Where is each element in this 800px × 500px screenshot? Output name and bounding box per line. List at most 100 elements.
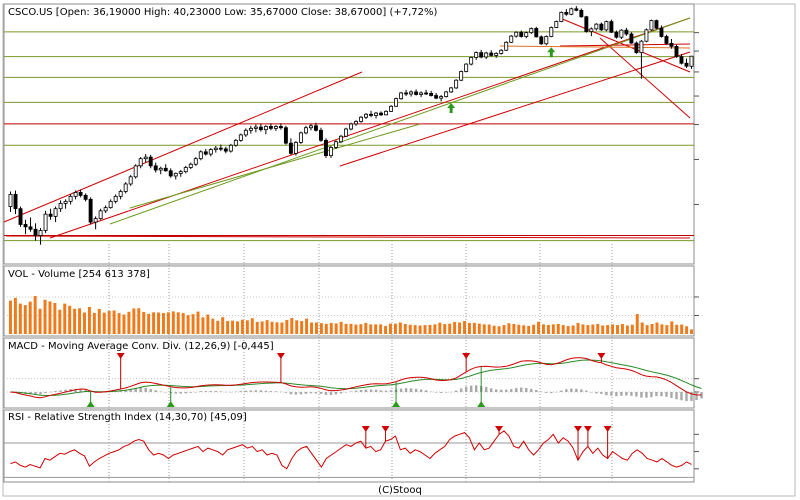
macd-buy-marker: [86, 401, 95, 407]
candle-body: [494, 53, 499, 56]
resistance-line: [499, 45, 691, 49]
candle-body: [28, 226, 33, 230]
macd-histogram-bar: [194, 392, 197, 393]
candle-body: [479, 52, 484, 58]
candle-body: [128, 176, 133, 185]
volume-bar: [28, 301, 32, 334]
volume-bar: [68, 305, 72, 334]
volume-bar: [379, 324, 383, 334]
macd-histogram-bar: [635, 392, 638, 397]
price-panel-title: CSCO.US [Open: 36,19000 High: 40,23000 L…: [8, 7, 437, 18]
volume-bar: [275, 322, 279, 334]
candle-body: [288, 142, 293, 154]
candle-body: [138, 158, 143, 167]
volume-bar: [685, 326, 689, 334]
volume-bar: [443, 324, 447, 334]
volume-bar: [97, 309, 101, 334]
volume-bar: [354, 324, 358, 334]
candle-body: [649, 20, 654, 31]
rsi-overbought-marker: [583, 426, 592, 432]
candle-body: [384, 110, 389, 116]
candle-body: [329, 147, 333, 157]
candle-body: [639, 40, 644, 54]
volume-bar: [117, 313, 121, 334]
trend-channel-line: [339, 51, 691, 167]
macd-histogram-bar: [675, 392, 678, 400]
volume-bar: [690, 329, 694, 334]
candle-body: [529, 28, 534, 34]
volume-bar: [221, 317, 225, 334]
volume-bar: [107, 311, 111, 334]
macd-histogram-bar: [690, 392, 693, 401]
macd-histogram-bar: [294, 392, 298, 395]
candle-body: [183, 167, 188, 173]
volume-bar: [280, 322, 284, 334]
macd-buy-marker: [477, 401, 486, 407]
volume-bar: [206, 314, 210, 334]
volume-bar: [132, 308, 136, 334]
macd-histogram-bar: [259, 390, 263, 392]
volume-bar: [374, 324, 378, 334]
candle-body: [369, 113, 373, 116]
candle-body: [73, 192, 78, 197]
candle-body: [674, 46, 679, 58]
macd-histogram-bar: [625, 392, 628, 396]
macd-histogram-bar: [575, 388, 578, 392]
macd-histogram-bar: [484, 387, 488, 392]
candle-body: [98, 210, 103, 220]
candle-body: [609, 21, 614, 33]
candle-body: [564, 12, 569, 15]
macd-histogram-bar: [379, 390, 383, 392]
macd-histogram-bar: [84, 389, 87, 392]
macd-buy-marker: [166, 401, 175, 407]
macd-histogram-bar: [505, 389, 508, 392]
macd-histogram-bar: [469, 385, 473, 392]
volume-bar: [364, 322, 368, 334]
candle-body: [308, 125, 313, 129]
price-panel-frame: [3, 3, 695, 265]
candle-body: [549, 27, 554, 37]
volume-bar: [8, 300, 12, 334]
macd-histogram-bar: [219, 391, 223, 392]
candle-body: [399, 92, 404, 100]
volume-bar: [359, 324, 363, 334]
candle-body: [589, 28, 594, 32]
volume-bar: [13, 297, 17, 334]
volume-bar: [147, 313, 151, 334]
candle-body: [619, 29, 624, 38]
volume-bar: [635, 314, 639, 334]
macd-histogram-bar: [660, 392, 663, 397]
macd-histogram-bar: [459, 388, 463, 392]
candle-body: [629, 33, 634, 44]
candle-body: [43, 213, 48, 231]
volume-bar: [196, 311, 200, 334]
candle-body: [544, 36, 549, 45]
volume-bar: [43, 299, 47, 334]
volume-bar: [369, 324, 373, 334]
volume-bar: [458, 322, 462, 334]
macd-histogram-bar: [700, 392, 703, 399]
macd-histogram-bar: [429, 391, 433, 393]
volume-bar: [171, 311, 175, 334]
trend-channel-line: [559, 43, 691, 47]
candle-body: [449, 87, 454, 93]
macd-line: [10, 357, 702, 399]
candle-body: [108, 200, 113, 209]
macd-histogram-bar: [640, 392, 643, 398]
macd-histogram-bar: [124, 389, 127, 392]
macd-histogram-bar: [164, 392, 167, 393]
macd-histogram-bar: [695, 392, 698, 400]
macd-histogram-bar: [424, 390, 428, 392]
trend-line: [109, 17, 691, 225]
rsi-overbought-marker: [574, 426, 583, 432]
volume-bar: [487, 324, 491, 334]
macd-histogram-bar: [449, 391, 453, 393]
trend-channel-line: [599, 37, 691, 119]
volume-bar: [645, 325, 649, 334]
macd-histogram-bar: [204, 391, 207, 392]
candle-body: [298, 132, 303, 143]
volume-bar: [181, 313, 185, 334]
volume-bar: [541, 324, 545, 334]
volume-bar: [137, 308, 141, 334]
macd-histogram-bar: [605, 392, 608, 396]
